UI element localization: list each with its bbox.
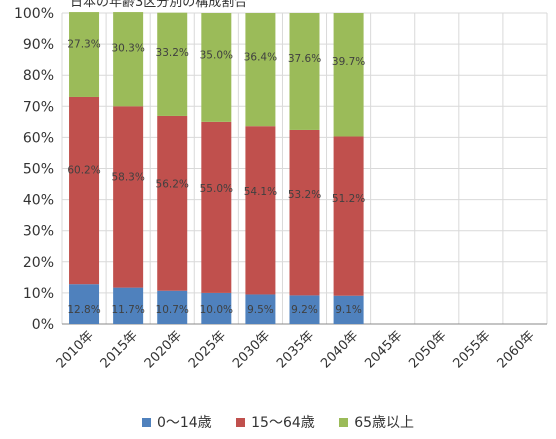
data-label: 39.7% bbox=[332, 56, 365, 68]
x-tick-label: 2015年 bbox=[98, 328, 141, 371]
data-label: 10.7% bbox=[156, 304, 189, 316]
y-tick-label: 70% bbox=[23, 99, 54, 115]
legend-label-65-plus: 65歳以上 bbox=[354, 415, 415, 431]
legend-swatch-15-64 bbox=[236, 417, 246, 427]
x-tick-label: 2050年 bbox=[406, 328, 449, 371]
legend-item-0-14: 0～14歳 bbox=[141, 412, 212, 432]
x-tick-label: 2035年 bbox=[274, 328, 317, 371]
y-tick-label: 30% bbox=[23, 224, 54, 240]
legend-swatch-65-plus bbox=[339, 417, 349, 427]
data-label: 30.3% bbox=[111, 43, 144, 55]
data-label: 53.2% bbox=[288, 189, 321, 201]
x-tick-label: 2055年 bbox=[450, 328, 493, 371]
bar-segment-65-plus bbox=[201, 13, 232, 122]
data-label: 51.2% bbox=[332, 193, 365, 205]
data-label: 27.3% bbox=[67, 39, 100, 51]
data-label: 11.7% bbox=[111, 304, 144, 316]
x-tick-label: 2030年 bbox=[230, 328, 273, 371]
y-tick-label: 100% bbox=[14, 6, 54, 22]
legend: 0～14歳 15～64歳 65歳以上 bbox=[0, 412, 556, 432]
data-label: 60.2% bbox=[67, 165, 100, 177]
data-label: 9.2% bbox=[291, 304, 318, 316]
x-tick-label: 2040年 bbox=[318, 328, 361, 371]
legend-label-15-64: 15～64歳 bbox=[251, 415, 315, 431]
bar-segment-15-64 bbox=[245, 126, 276, 295]
x-tick-label: 2010年 bbox=[54, 328, 97, 371]
data-label: 58.3% bbox=[111, 172, 144, 184]
data-label: 10.0% bbox=[200, 304, 233, 316]
data-label: 9.5% bbox=[247, 304, 274, 316]
data-label: 56.2% bbox=[156, 179, 189, 191]
bar-segment-0-14 bbox=[333, 295, 364, 324]
bar-segment-65-plus bbox=[289, 13, 320, 130]
x-tick-label: 2020年 bbox=[142, 328, 185, 371]
legend-label-0-14: 0～14歳 bbox=[156, 415, 212, 431]
bar-segment-65-plus bbox=[333, 13, 364, 137]
data-label: 37.6% bbox=[288, 53, 321, 65]
y-tick-label: 90% bbox=[23, 37, 54, 53]
bar-segment-15-64 bbox=[333, 136, 364, 296]
bar-segment-65-plus bbox=[157, 12, 188, 116]
data-label: 9.1% bbox=[335, 304, 362, 316]
x-tick-label: 2025年 bbox=[186, 328, 229, 371]
data-label: 33.2% bbox=[156, 47, 189, 59]
bar-segment-0-14 bbox=[157, 290, 188, 324]
bar-segment-15-64 bbox=[289, 129, 320, 296]
bar-segment-65-plus bbox=[69, 12, 100, 97]
bar-segment-0-14 bbox=[201, 292, 232, 324]
y-tick-label: 20% bbox=[23, 255, 54, 271]
y-tick-label: 50% bbox=[23, 162, 54, 178]
data-label: 54.1% bbox=[244, 186, 277, 198]
data-label: 35.0% bbox=[200, 50, 233, 62]
data-label: 55.0% bbox=[200, 183, 233, 195]
bar-segment-0-14 bbox=[69, 284, 100, 324]
bar-segment-65-plus bbox=[113, 12, 144, 107]
bar-segment-15-64 bbox=[113, 106, 144, 288]
bar-segment-0-14 bbox=[113, 287, 144, 324]
legend-swatch-0-14 bbox=[141, 417, 151, 427]
bar-segment-0-14 bbox=[245, 294, 276, 324]
legend-item-15-64: 15～64歳 bbox=[236, 412, 315, 432]
x-tick-label: 2045年 bbox=[362, 328, 405, 371]
bar-segment-15-64 bbox=[69, 96, 100, 285]
y-tick-label: 80% bbox=[23, 68, 54, 84]
bar-segment-15-64 bbox=[157, 115, 188, 291]
y-tick-label: 60% bbox=[23, 130, 54, 146]
x-tick-label: 2060年 bbox=[495, 328, 538, 371]
bar-segment-65-plus bbox=[245, 13, 276, 127]
y-tick-label: 10% bbox=[23, 286, 54, 302]
bar-segment-15-64 bbox=[201, 121, 232, 293]
y-tick-label: 40% bbox=[23, 193, 54, 209]
data-label: 12.8% bbox=[67, 304, 100, 316]
y-tick-label: 0% bbox=[32, 317, 54, 333]
chart-title: 日本の年齢3区分別の構成割合 bbox=[70, 0, 248, 10]
legend-item-65-plus: 65歳以上 bbox=[339, 412, 414, 432]
bar-segment-0-14 bbox=[289, 295, 320, 324]
data-label: 36.4% bbox=[244, 52, 277, 64]
